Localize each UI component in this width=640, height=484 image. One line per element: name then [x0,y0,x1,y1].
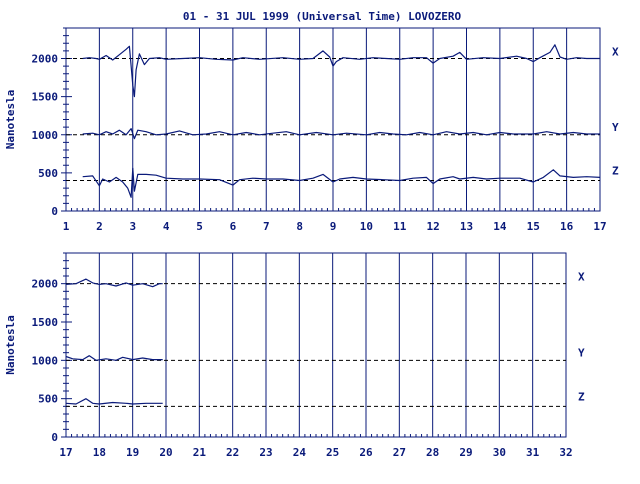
x-tick-label: 3 [129,220,136,233]
x-tick-label: 12 [427,220,440,233]
y-axis-label: Nanotesla [4,90,17,150]
y-tick-label: 1000 [32,129,59,142]
x-tick-label: 16 [560,220,574,233]
x-tick-label: 5 [196,220,203,233]
x-tick-label: 26 [359,446,373,459]
x-tick-label: 24 [293,446,307,459]
y-tick-label: 0 [51,205,58,218]
series-x-label: X [578,271,585,284]
x-tick-label: 1 [63,220,70,233]
y-tick-label: 1500 [32,316,59,329]
y-tick-label: 2000 [32,53,59,66]
x-tick-label: 19 [126,446,139,459]
y-tick-label: 1500 [32,91,59,104]
x-tick-label: 14 [493,220,507,233]
y-tick-label: 500 [38,167,58,180]
x-tick-label: 10 [360,220,373,233]
x-tick-label: 23 [259,446,272,459]
y-tick-label: 500 [38,393,58,406]
y-axis-label: Nanotesla [4,315,17,375]
series-x-trace [65,278,163,288]
x-tick-label: 31 [526,446,540,459]
series-y-trace [65,355,163,361]
x-tick-label: 8 [296,220,303,233]
x-tick-label: 22 [226,446,239,459]
x-tick-label: 13 [460,220,473,233]
series-z-label: Z [612,164,619,177]
series-y-label: Y [612,121,619,134]
x-tick-label: 20 [159,446,172,459]
series-y-trace [82,128,600,140]
x-tick-label: 21 [193,446,207,459]
bottom-panel: 0 500 1000 1500 2000 17 18 19 20 21 22 23 24 25 26 27 28… [4,252,585,459]
x-tick-label: 18 [93,446,106,459]
x-tick-label: 6 [230,220,237,233]
x-tick-label: 15 [527,220,540,233]
x-tick-label: 4 [163,220,170,233]
x-tick-label: 29 [459,446,472,459]
y-tick-label: 2000 [32,278,59,291]
chart-title: 01 - 31 JUL 1999 (Universal Time) LOVOZE… [183,10,462,23]
plot-frame [65,252,567,438]
x-tick-label: 28 [426,446,439,459]
series-x-label: X [612,46,619,59]
x-tick-label: 11 [393,220,407,233]
series-z-label: Z [578,390,585,403]
series-z-trace [82,167,601,198]
x-tick-label: 9 [330,220,337,233]
x-tick-label: 17 [593,220,606,233]
series-x-trace [82,44,600,98]
x-tick-label: 2 [96,220,103,233]
x-tick-label: 7 [263,220,270,233]
x-tick-label: 25 [326,446,339,459]
x-tick-label: 30 [493,446,506,459]
x-tick-label: 32 [559,446,572,459]
x-tick-label: 27 [393,446,406,459]
series-y-label: Y [578,347,585,360]
x-tick-label: 17 [59,446,72,459]
y-tick-label: 0 [51,431,58,444]
series-z-trace [65,398,163,405]
y-tick-label: 1000 [32,354,59,367]
